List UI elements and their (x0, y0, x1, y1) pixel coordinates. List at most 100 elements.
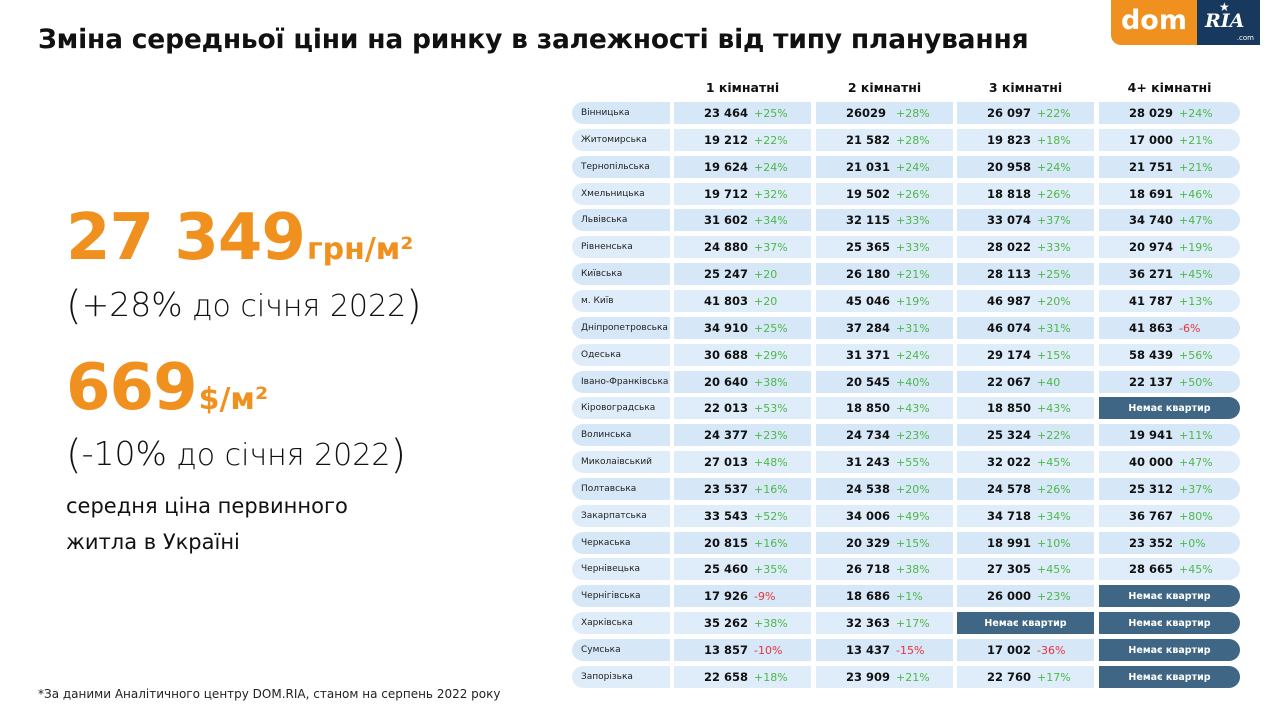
price-value: 26 718 (846, 562, 891, 576)
price-change: +20% (896, 482, 930, 496)
price-change: +18% (754, 670, 788, 684)
price-change: +38% (754, 375, 788, 389)
price-change: -9% (754, 589, 776, 603)
price-change: +50% (1179, 375, 1213, 389)
price-change: +22% (1037, 106, 1071, 120)
no-apartments-badge: Немає квартир (1099, 666, 1240, 688)
price-change: +25% (754, 321, 788, 335)
price-cell: 20 640 +38% (674, 371, 811, 393)
price-cell: 20 329 +15% (816, 532, 953, 554)
price-cell: 21 031 +24% (816, 156, 953, 178)
price-change: +29% (754, 348, 788, 362)
price-cell: 19 823 +18% (957, 129, 1094, 151)
price-cell: 26 000 +23% (957, 585, 1094, 607)
price-change: +26% (896, 187, 930, 201)
price-value: 20 545 (846, 375, 891, 389)
table-row: Чернігівська 17 926 -9% 18 686 +1% 26 000 +23%… (572, 585, 1240, 607)
price-change: +28% (896, 106, 930, 120)
price-cell: 23 352 +0% (1099, 532, 1240, 554)
price-value: 22 760 (987, 670, 1032, 684)
price-change: +47% (1179, 213, 1213, 227)
price-value: 25 365 (846, 240, 891, 254)
price-value: 20 329 (846, 536, 891, 550)
price-cell: 28 665 +45% (1099, 558, 1240, 580)
price-cell: 18 818 +26% (957, 183, 1094, 205)
price-value: 19 823 (987, 133, 1032, 147)
price-value: 17 926 (704, 589, 749, 603)
price-cell: 46 987 +20% (957, 290, 1094, 312)
price-change: +49% (896, 509, 930, 523)
price-cell: 30 688 +29% (674, 344, 811, 366)
price-cell: 36 767 +80% (1099, 505, 1240, 527)
price-change: +21% (896, 267, 930, 281)
price-cell: 13 437 -15% (816, 639, 953, 661)
price-value: 40 000 (1129, 455, 1174, 469)
price-value: 17 000 (1129, 133, 1174, 147)
price-cell: 26029 +28% (816, 102, 953, 124)
price-cell: 46 074 +31% (957, 317, 1094, 339)
price-value: 20 974 (1129, 240, 1174, 254)
table-row: Львівська 31 602 +34% 32 115 +33% 33 074 +37% 3… (572, 209, 1240, 231)
price-change: +46% (1179, 187, 1213, 201)
price-cell: 32 022 +45% (957, 451, 1094, 473)
table-row: м. Київ 41 803 +20 45 046 +19% 46 987 +20% 41 7… (572, 290, 1240, 312)
price-cell: 22 137 +50% (1099, 371, 1240, 393)
price-change: +37% (1037, 213, 1071, 227)
table-row: Вінницька 23 464 +25% 26029 +28% 26 097 +22% 28… (572, 102, 1240, 124)
price-change: +40% (896, 375, 930, 389)
price-change: +33% (1037, 240, 1071, 254)
table-row: Хмельницька 19 712 +32% 19 502 +26% 18 818 +26… (572, 183, 1240, 205)
price-cell: 27 305 +45% (957, 558, 1094, 580)
price-cell: 18 850 +43% (957, 397, 1094, 419)
price-change: +45% (1037, 455, 1071, 469)
table-row: Черкаська 20 815 +16% 20 329 +15% 18 991 +10% 2… (572, 532, 1240, 554)
price-change: +53% (754, 401, 788, 415)
price-cell: 32 363 +17% (816, 612, 953, 634)
region-name: Київська (572, 263, 670, 285)
price-cell: 20 815 +16% (674, 532, 811, 554)
region-name: Вінницька (572, 102, 670, 124)
price-cell: 58 439 +56% (1099, 344, 1240, 366)
price-change: -6% (1179, 321, 1201, 335)
price-cell: 23 537 +16% (674, 478, 811, 500)
price-change: +48% (754, 455, 788, 469)
price-value: 22 137 (1129, 375, 1174, 389)
price-change: -10% (754, 643, 783, 657)
price-change: +23% (1037, 589, 1071, 603)
price-change: +26% (1037, 482, 1071, 496)
price-change: +21% (1179, 133, 1213, 147)
price-value: 34 740 (1129, 213, 1174, 227)
price-cell: 21 751 +21% (1099, 156, 1240, 178)
price-cell: 24 578 +26% (957, 478, 1094, 500)
price-cell: 28 022 +33% (957, 236, 1094, 258)
column-header: 2 кімнатні (847, 80, 922, 95)
price-cell: 22 760 +17% (957, 666, 1094, 688)
price-value: 32 363 (846, 616, 891, 630)
region-name: Житомирська (572, 129, 670, 151)
price-change: +24% (1179, 106, 1213, 120)
price-change: +22% (1037, 428, 1071, 442)
table-row: Івано-Франківська 20 640 +38% 20 545 +40% 22 … (572, 371, 1240, 393)
price-cell: 25 365 +33% (816, 236, 953, 258)
price-value: 41 803 (704, 294, 749, 308)
price-change: +43% (896, 401, 930, 415)
price-value: 21 031 (846, 160, 891, 174)
price-change: +43% (1037, 401, 1071, 415)
price-value: 29 174 (987, 348, 1032, 362)
price-change: -36% (1037, 643, 1066, 657)
price-change: +22% (754, 133, 788, 147)
price-cell: 26 180 +21% (816, 263, 953, 285)
price-change: +38% (754, 616, 788, 630)
price-change: +10% (1037, 536, 1071, 550)
price-value: 19 624 (704, 160, 749, 174)
region-name: Сумська (572, 639, 670, 661)
price-value: 34 910 (704, 321, 749, 335)
price-value: 36 767 (1129, 509, 1174, 523)
price-change: +15% (1037, 348, 1071, 362)
no-apartments-badge: Немає квартир (957, 612, 1094, 634)
price-change: +34% (1037, 509, 1071, 523)
price-cell: 18 991 +10% (957, 532, 1094, 554)
price-value: 19 712 (704, 187, 749, 201)
price-cell: 19 212 +22% (674, 129, 811, 151)
price-cell: 32 115 +33% (816, 209, 953, 231)
